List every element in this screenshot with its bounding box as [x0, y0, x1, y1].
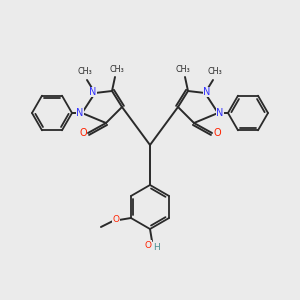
Text: N: N: [76, 108, 84, 118]
Text: N: N: [203, 87, 211, 97]
Text: CH₃: CH₃: [208, 67, 222, 76]
Text: N: N: [216, 108, 224, 118]
Text: O: O: [112, 215, 119, 224]
Text: CH₃: CH₃: [78, 67, 92, 76]
Text: CH₃: CH₃: [110, 64, 124, 74]
Text: H: H: [154, 242, 160, 251]
Text: O: O: [79, 128, 87, 138]
Text: N: N: [89, 87, 97, 97]
Text: O: O: [145, 241, 152, 250]
Text: O: O: [213, 128, 221, 138]
Text: CH₃: CH₃: [176, 64, 190, 74]
